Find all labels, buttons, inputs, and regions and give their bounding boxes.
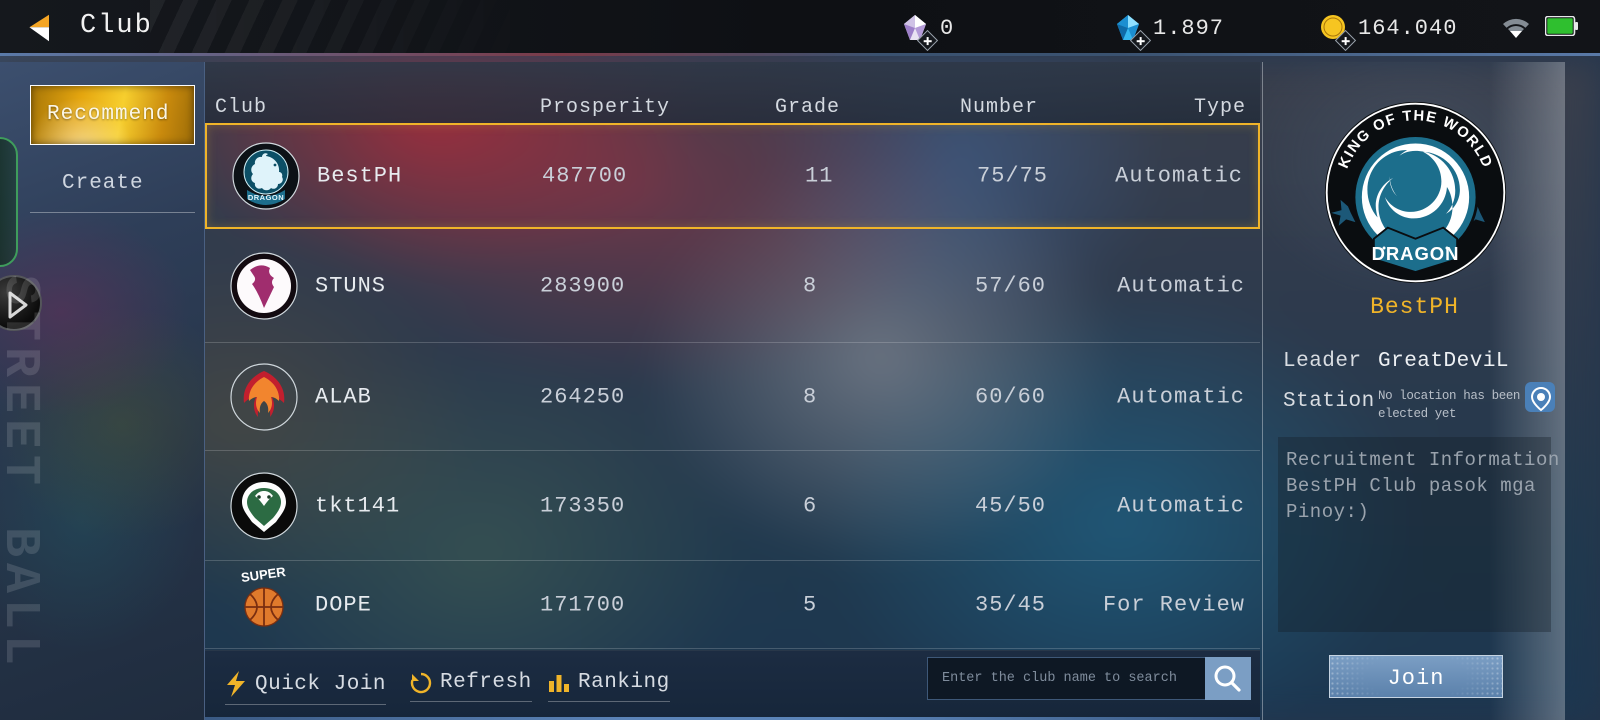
svg-text:DRAGON: DRAGON <box>1372 243 1460 264</box>
svg-text:SUPER: SUPER <box>240 563 287 584</box>
svg-text:DRAGON: DRAGON <box>248 193 284 202</box>
